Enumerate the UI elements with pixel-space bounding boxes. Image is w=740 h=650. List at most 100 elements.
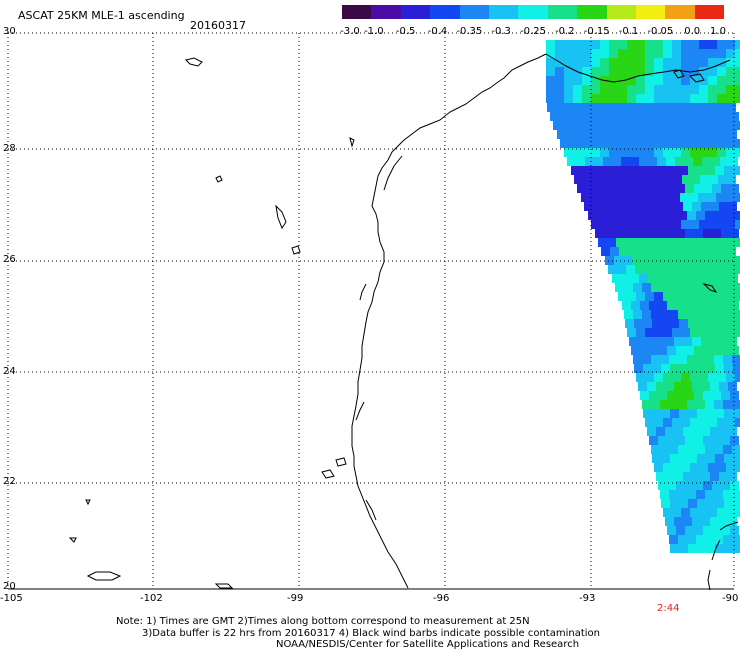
- swath-cell: [724, 409, 733, 418]
- swath-cell: [642, 310, 651, 319]
- swath-cell: [636, 40, 645, 49]
- swath-cell: [628, 175, 637, 184]
- swath-cell: [666, 274, 675, 283]
- swath-cell: [700, 247, 709, 256]
- swath-cell: [725, 193, 734, 202]
- swath-cell: [645, 85, 654, 94]
- swath-cell: [600, 85, 609, 94]
- swath-cell: [733, 319, 740, 328]
- swath-cell: [652, 454, 661, 463]
- swath-cell: [735, 508, 740, 517]
- swath-cell: [683, 427, 692, 436]
- swath-cell: [625, 319, 634, 328]
- swath-cell: [609, 49, 618, 58]
- swath-cell: [616, 238, 625, 247]
- swath-cell: [714, 490, 723, 499]
- swath-cell: [717, 418, 726, 427]
- swath-cell: [730, 436, 739, 445]
- swath-cell: [644, 265, 653, 274]
- swath-cell: [697, 166, 706, 175]
- swath-cell: [719, 202, 728, 211]
- swath-cell: [666, 157, 675, 166]
- swath-cell: [710, 472, 719, 481]
- swath-cell: [618, 94, 627, 103]
- swath-cell: [576, 157, 585, 166]
- note-line-3: NOAA/NESDIS/Center for Satellite Applica…: [276, 639, 580, 650]
- swath-cell: [727, 175, 736, 184]
- swath-cell: [640, 112, 649, 121]
- swath-cell: [678, 490, 687, 499]
- swath-cell: [652, 319, 661, 328]
- swath-cell: [618, 220, 627, 229]
- swath-cell: [662, 265, 671, 274]
- swath-cell: [735, 49, 740, 58]
- swath-cell: [625, 166, 634, 175]
- swath-cell: [663, 40, 672, 49]
- swath-cell: [708, 58, 717, 67]
- swath-cell: [669, 535, 678, 544]
- colorbar-label: -0.1: [618, 26, 639, 37]
- swath-cell: [701, 472, 710, 481]
- swath-cell: [708, 463, 717, 472]
- swath-cell: [726, 148, 735, 157]
- swath-cell: [712, 481, 721, 490]
- swath-cell: [619, 175, 628, 184]
- swath-cell: [625, 238, 634, 247]
- swath-cell: [645, 148, 654, 157]
- swath-cell: [555, 49, 564, 58]
- swath-cell: [624, 283, 633, 292]
- swath-cell: [593, 202, 602, 211]
- swath-cell: [654, 328, 663, 337]
- swath-cell: [703, 301, 712, 310]
- swath-cell: [712, 391, 721, 400]
- swath-cell: [582, 94, 591, 103]
- swath-cell: [573, 76, 582, 85]
- swath-cell: [701, 202, 710, 211]
- swath-cell: [661, 121, 670, 130]
- swath-cell: [735, 85, 740, 94]
- swath-cell: [654, 76, 663, 85]
- swath-cell: [649, 229, 658, 238]
- swath-cell: [669, 355, 678, 364]
- swath-cell: [667, 436, 676, 445]
- swath-cell: [577, 184, 586, 193]
- swath-cell: [556, 103, 565, 112]
- swath-cell: [708, 418, 717, 427]
- swath-cell: [694, 229, 703, 238]
- swath-cell: [689, 265, 698, 274]
- swath-cell: [685, 436, 694, 445]
- swath-cell: [656, 130, 665, 139]
- swath-cell: [674, 130, 683, 139]
- swath-cell: [550, 112, 559, 121]
- colorbar-label: -0.35: [456, 26, 483, 37]
- swath-cell: [660, 211, 669, 220]
- swath-cell: [660, 310, 669, 319]
- swath-cell: [706, 121, 715, 130]
- swath-cell: [664, 247, 673, 256]
- swath-cell: [684, 274, 693, 283]
- swath-cell: [595, 112, 604, 121]
- swath-cell: [640, 184, 649, 193]
- swath-cell: [715, 238, 724, 247]
- swath-cell: [613, 112, 622, 121]
- swath-cell: [617, 193, 626, 202]
- swath-cell: [618, 85, 627, 94]
- swath-cell: [629, 337, 638, 346]
- swath-cell: [632, 139, 641, 148]
- swath-cell: [672, 58, 681, 67]
- swath-cell: [676, 346, 685, 355]
- swath-cell: [660, 445, 669, 454]
- swath-cell: [724, 364, 733, 373]
- swath-cell: [714, 445, 723, 454]
- swath-cell: [702, 157, 711, 166]
- note-line-2: 3)Data buffer is 22 hrs from 20160317 4)…: [142, 628, 600, 639]
- swath-cell: [647, 382, 656, 391]
- lat-label-20: 20: [3, 581, 16, 592]
- swath-cell: [674, 382, 683, 391]
- swath-cell: [618, 58, 627, 67]
- swath-cell: [569, 139, 578, 148]
- lat-label-30: 30: [3, 26, 16, 37]
- swath-cell: [726, 67, 735, 76]
- swath-cell: [564, 58, 573, 67]
- swath-cell: [672, 328, 681, 337]
